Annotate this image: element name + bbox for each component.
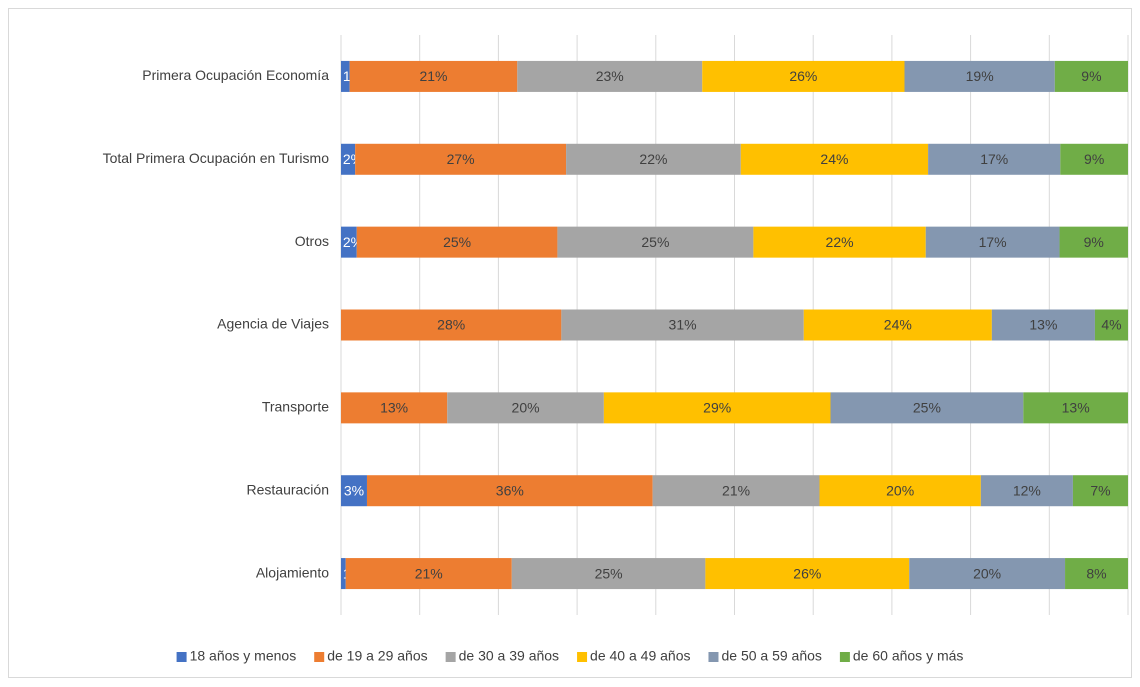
data-label: 7% (1090, 482, 1110, 498)
bar-segment (705, 558, 910, 590)
bar-segment (345, 558, 512, 590)
data-label: 31% (669, 317, 697, 333)
y-tick-label: Agencia de Viajes (217, 316, 329, 332)
legend-swatch (708, 652, 719, 662)
bar-segment (566, 143, 741, 175)
bar-segment (803, 309, 992, 341)
legend-swatch (314, 652, 325, 662)
legend-label: de 40 a 49 años (590, 648, 690, 664)
data-label: 13% (380, 400, 408, 416)
data-label: 25% (641, 234, 669, 250)
bar-segment (1054, 60, 1128, 92)
bar-segment (904, 60, 1055, 92)
data-label: 23% (596, 68, 624, 84)
bar-segment (355, 143, 567, 175)
legend-swatch (445, 652, 456, 662)
bar-segment (980, 475, 1073, 507)
bar-segment (341, 309, 562, 341)
bar-segment (702, 60, 905, 92)
bar-segment (909, 558, 1066, 590)
data-label: 9% (1081, 68, 1101, 84)
bar-segment (349, 60, 518, 92)
data-label: 24% (884, 317, 912, 333)
bar-segment (366, 475, 653, 507)
bar-segment (652, 475, 820, 507)
data-label: 17% (979, 234, 1007, 250)
data-label: 26% (789, 68, 817, 84)
legend-label: de 30 a 39 años (459, 648, 559, 664)
data-label: 8% (1086, 565, 1106, 581)
bar-segment (447, 392, 604, 424)
data-label: 29% (703, 400, 731, 416)
bar-segment (1072, 475, 1128, 507)
data-label: 24% (820, 151, 848, 167)
bar-segment (925, 226, 1060, 258)
bar-segment (603, 392, 831, 424)
legend-swatch (176, 652, 187, 662)
data-label: 20% (886, 482, 914, 498)
bar-segment (557, 226, 754, 258)
data-label: 21% (415, 565, 443, 581)
data-label: 22% (639, 151, 667, 167)
bar-segment (1060, 143, 1128, 175)
data-label: 25% (595, 565, 623, 581)
data-label: 3% (344, 482, 364, 498)
data-label: 20% (512, 400, 540, 416)
y-tick-label: Alojamiento (256, 564, 329, 580)
data-label: 27% (447, 151, 475, 167)
data-label: 26% (793, 565, 821, 581)
data-label: 20% (973, 565, 1001, 581)
y-tick-label: Transporte (262, 399, 329, 415)
data-label: 12% (1013, 482, 1041, 498)
bar-segment (1065, 558, 1128, 590)
bar-segment (356, 226, 558, 258)
bar-segment (740, 143, 929, 175)
legend: 18 años y menos de 19 a 29 años de 30 a 39… (176, 648, 964, 664)
bar-segment (561, 309, 804, 341)
legend-swatch (577, 652, 588, 662)
bar-segment (1059, 226, 1128, 258)
y-tick-label: Restauración (247, 481, 330, 497)
data-label: 9% (1084, 234, 1104, 250)
data-label: 9% (1084, 151, 1104, 167)
bar-segment (511, 558, 706, 590)
data-label: 25% (913, 400, 941, 416)
bar-segment (991, 309, 1095, 341)
bar-segment (341, 392, 448, 424)
bar-segment (830, 392, 1024, 424)
data-label: 21% (722, 482, 750, 498)
data-label: 22% (826, 234, 854, 250)
bar-segment (341, 475, 367, 507)
bar-segment (1094, 309, 1128, 341)
data-label: 17% (980, 151, 1008, 167)
bar-segment (819, 475, 981, 507)
y-tick-label: Otros (295, 233, 329, 249)
bar-segment (753, 226, 926, 258)
legend-label: de 50 a 59 años (721, 648, 821, 664)
y-tick-label: Total Primera Ocupación en Turismo (103, 150, 330, 166)
legend-swatch (839, 652, 850, 662)
data-label: 4% (1101, 317, 1121, 333)
legend-label: de 19 a 29 años (327, 648, 427, 664)
bar-segment (341, 60, 350, 92)
data-label: 13% (1029, 317, 1057, 333)
legend-label: de 60 años y más (853, 648, 964, 664)
y-tick-label: Primera Ocupación Economía (142, 67, 329, 83)
data-label: 19% (966, 68, 994, 84)
legend-label: 18 años y menos (190, 648, 297, 664)
data-label: 36% (496, 482, 524, 498)
bar-segment (341, 143, 356, 175)
data-label: 28% (437, 317, 465, 333)
bar-segment (517, 60, 703, 92)
data-label: 21% (419, 68, 447, 84)
bar-segment (341, 558, 346, 590)
bar-segment (341, 226, 357, 258)
bar-segment (928, 143, 1061, 175)
data-label: 25% (443, 234, 471, 250)
data-label: 13% (1062, 400, 1090, 416)
bar-segment (1023, 392, 1128, 424)
